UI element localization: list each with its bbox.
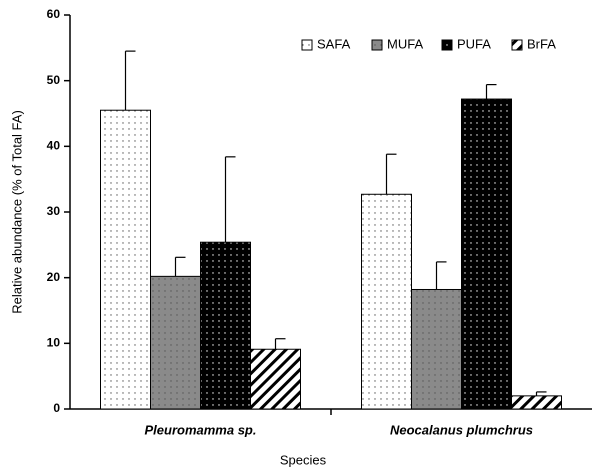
bar [150, 275, 201, 410]
y-tick-label: 0 [53, 401, 60, 415]
y-tick-label: 50 [47, 73, 61, 87]
legend-swatch [441, 39, 453, 51]
bar [461, 98, 512, 410]
y-tick-label: 60 [47, 7, 61, 21]
x-tick-label: Pleuromamma sp. [145, 422, 257, 437]
legend-swatch [371, 39, 383, 51]
x-axis-label: Species [280, 452, 327, 467]
y-tick-label: 10 [47, 336, 61, 350]
bar [250, 348, 301, 410]
legend-label: PUFA [457, 36, 491, 51]
y-tick-label: 40 [47, 139, 61, 153]
legend-swatch [511, 39, 523, 51]
y-tick-label: 20 [47, 270, 61, 284]
legend-label: MUFA [387, 36, 423, 51]
bar [411, 288, 462, 410]
bar [100, 109, 151, 410]
bar [511, 395, 562, 410]
legend-swatch [301, 39, 313, 51]
legend-label: SAFA [317, 36, 351, 51]
bar [200, 241, 251, 410]
y-tick-label: 30 [47, 204, 61, 218]
bar [361, 193, 412, 410]
x-tick-label: Neocalanus plumchrus [390, 422, 533, 437]
y-axis-label: Relative abundance (% of Total FA) [9, 110, 24, 314]
legend-label: BrFA [527, 36, 556, 51]
